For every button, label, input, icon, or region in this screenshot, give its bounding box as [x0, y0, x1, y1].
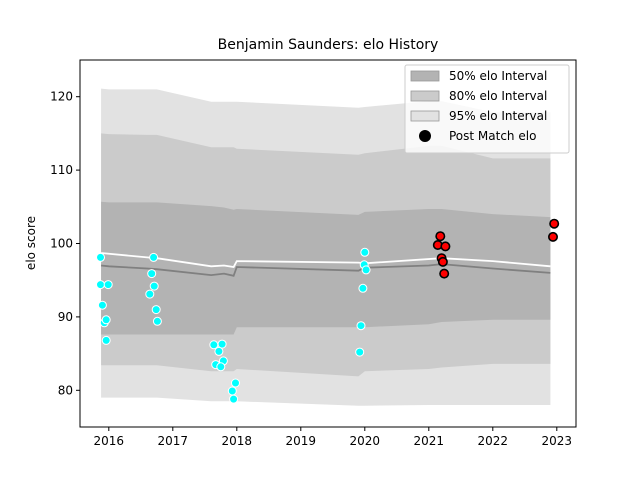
past-match-point [103, 280, 113, 290]
recent-match-point [437, 256, 448, 267]
past-match-point [101, 315, 111, 325]
x-tick-label: 2020 [350, 434, 381, 448]
legend-swatch [410, 90, 440, 102]
y-tick-label: 100 [50, 237, 73, 251]
past-match-point [149, 252, 159, 262]
legend-label: Post Match elo [449, 129, 536, 143]
past-match-point [152, 316, 162, 326]
past-match-point [101, 335, 111, 345]
x-tick-label: 2017 [158, 434, 189, 448]
past-match-point [355, 347, 365, 357]
x-tick-label: 2021 [414, 434, 445, 448]
plot-area [96, 88, 560, 406]
recent-match-point [547, 231, 558, 242]
y-tick-label: 90 [58, 310, 73, 324]
y-tick-label: 120 [50, 90, 73, 104]
legend-label: 95% elo Interval [449, 109, 547, 123]
past-match-point [227, 386, 237, 396]
legend: 50% elo Interval 80% elo Interval 95% elo … [404, 64, 570, 154]
past-match-point [96, 280, 105, 290]
past-match-point [229, 394, 239, 404]
recent-match-point [549, 218, 560, 229]
past-match-point [361, 265, 371, 275]
x-tick-label: 2023 [542, 434, 573, 448]
past-match-point [214, 346, 224, 356]
x-tick-label: 2022 [478, 434, 509, 448]
y-axis-label: elo score [24, 216, 38, 270]
legend-marker [419, 130, 431, 142]
past-match-point [231, 378, 240, 388]
recent-match-point [440, 241, 451, 252]
past-match-point [217, 339, 227, 349]
past-match-point [216, 362, 226, 372]
legend-label: 50% elo Interval [449, 69, 547, 83]
past-match-point [149, 281, 159, 291]
legend-box [404, 64, 570, 154]
x-tick-label: 2019 [286, 434, 317, 448]
past-match-point [358, 283, 368, 293]
chart-title: Benjamin Saunders: elo History [218, 37, 439, 53]
legend-swatch [410, 110, 440, 122]
past-match-point [145, 289, 155, 299]
past-match-point [356, 321, 366, 331]
x-tick-label: 2018 [222, 434, 253, 448]
past-match-point [360, 247, 370, 257]
past-match-point [151, 305, 161, 315]
y-tick-label: 110 [50, 163, 73, 177]
x-tick-label: 2016 [94, 434, 125, 448]
past-match-point [96, 252, 105, 262]
past-match-point [97, 300, 107, 310]
legend-swatch [410, 70, 440, 82]
axes: 2016 2017 2018 2019 2020 2021 2022 2023 80 90 100 1… [50, 59, 577, 448]
legend-label: 80% elo Interval [449, 89, 547, 103]
y-tick-label: 80 [58, 383, 73, 397]
past-match-point [147, 269, 157, 279]
recent-match-point [435, 231, 446, 242]
recent-match-point [439, 268, 450, 279]
